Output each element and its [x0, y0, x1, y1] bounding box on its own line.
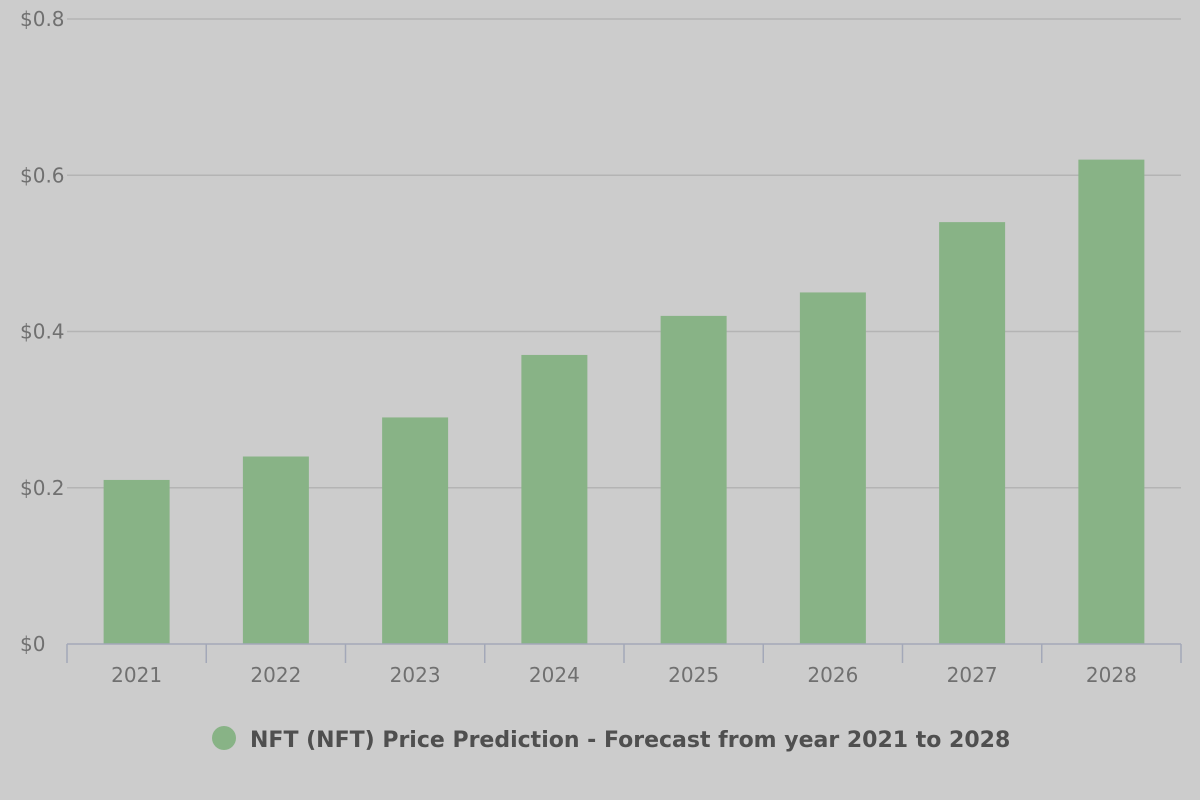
bar[interactable]	[521, 354, 588, 644]
bar[interactable]	[1078, 159, 1145, 644]
legend[interactable]: NFT (NFT) Price Prediction - Forecast fr…	[212, 726, 1010, 753]
y-tick-label: $0.6	[20, 163, 65, 187]
bar[interactable]	[939, 222, 1006, 644]
legend-label: NFT (NFT) Price Prediction - Forecast fr…	[250, 728, 1010, 753]
bar[interactable]	[660, 315, 727, 644]
x-tick-label: 2027	[947, 663, 998, 687]
gridlines	[67, 18, 1181, 489]
bar[interactable]	[103, 479, 170, 644]
y-tick-label: $0.4	[20, 320, 65, 344]
y-tick-label: $0	[20, 632, 45, 656]
x-tick-label: 2028	[1086, 663, 1137, 687]
legend-marker-icon	[212, 726, 236, 750]
bar[interactable]	[382, 417, 449, 644]
x-axis: 2021 2022 2023 2024 2025 2026 2027 2028	[66, 643, 1182, 687]
x-tick-label: 2021	[111, 663, 162, 687]
y-axis-tick-labels: $0 $0.2 $0.4 $0.6 $0.8	[20, 7, 65, 656]
bar[interactable]	[799, 292, 866, 644]
bar[interactable]	[242, 456, 309, 645]
bars	[103, 159, 1145, 645]
y-tick-label: $0.2	[20, 476, 65, 500]
x-tick-label: 2023	[390, 663, 441, 687]
x-tick-label: 2026	[807, 663, 858, 687]
x-tick-label: 2024	[529, 663, 580, 687]
x-tick-label: 2025	[668, 663, 719, 687]
x-tick-label: 2022	[250, 663, 301, 687]
y-tick-label: $0.8	[20, 7, 65, 31]
